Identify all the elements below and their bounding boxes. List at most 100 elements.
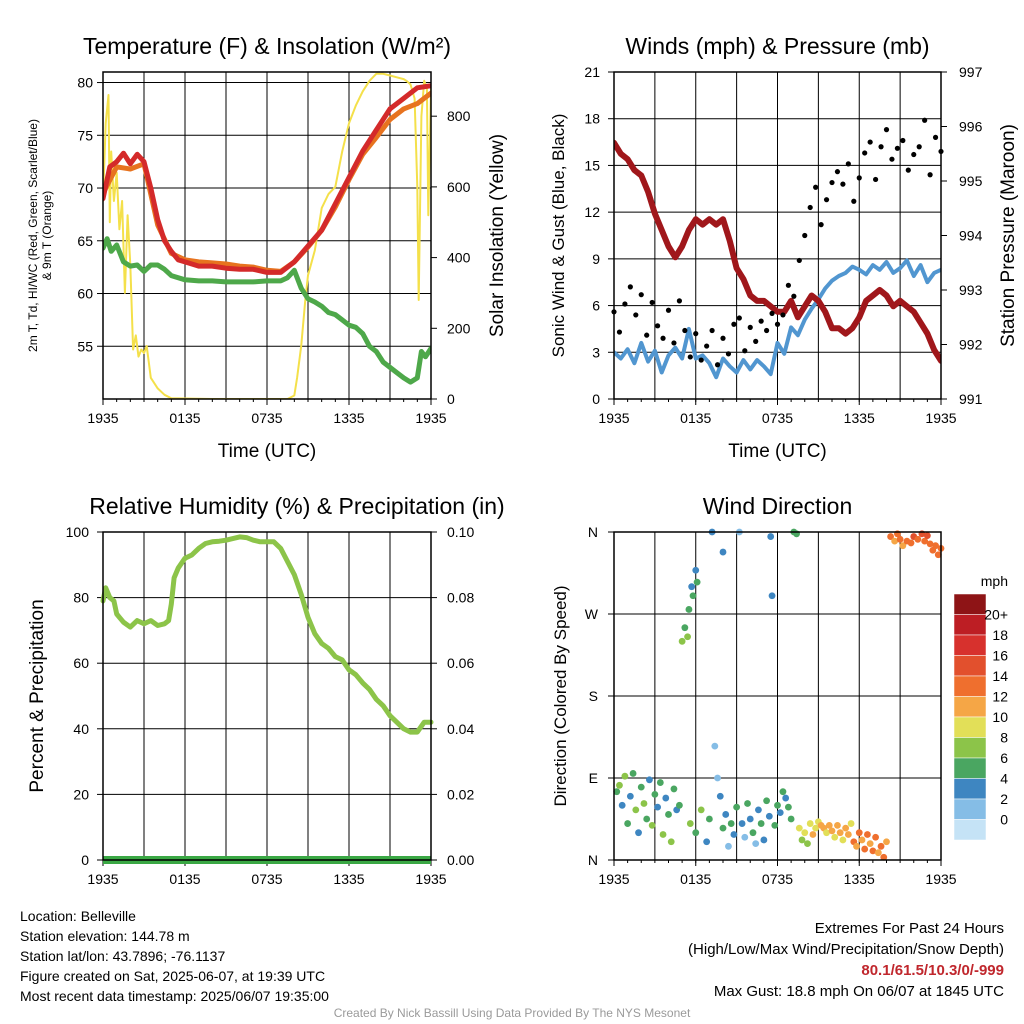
gust-point	[883, 127, 890, 133]
colorbar-swatch	[953, 593, 987, 615]
y2-tick-label: 995	[959, 173, 983, 189]
y2-tick-label: 400	[447, 250, 471, 266]
y-tick-label: E	[589, 770, 598, 786]
elevation-text: Station elevation: 144.78 m	[20, 928, 190, 944]
y-tick-label: 70	[77, 180, 93, 196]
direction-point	[624, 820, 632, 827]
direction-point	[667, 838, 675, 846]
direction-point	[858, 836, 866, 844]
max-gust-text: Max Gust: 18.8 mph On 06/07 at 1845 UTC	[713, 983, 1004, 1000]
created-text: Figure created on Sat, 2025-06-07, at 19…	[20, 968, 326, 984]
direction-point	[629, 770, 637, 777]
y2-axis-label: Station Pressure (Maroon)	[998, 124, 1019, 347]
y-axis-label: 2m T, Td, HI/WC (Red, Green, Scarlet/Blu…	[26, 119, 54, 352]
direction-point	[869, 847, 877, 855]
gust-point	[671, 340, 677, 346]
gust-point	[889, 156, 895, 162]
gust-point	[676, 298, 683, 304]
y-tick-label: 15	[584, 157, 600, 173]
extremes-title: Extremes For Past 24 Hours	[814, 920, 1004, 937]
y2-tick-label: 0.02	[447, 786, 474, 802]
direction-point	[774, 801, 781, 809]
x-tick-label: 1935	[87, 410, 118, 426]
gust-point	[644, 332, 650, 338]
direction-point	[654, 803, 661, 811]
direction-point	[697, 806, 705, 814]
gust-point	[736, 315, 742, 321]
direction-point	[864, 831, 871, 838]
direction-point	[686, 820, 694, 827]
direction-point	[907, 539, 915, 547]
x-tick-label: 0735	[762, 871, 793, 887]
panel-title: Wind Direction	[703, 493, 853, 519]
colorbar-tick-label: 12	[992, 689, 1008, 705]
direction-point	[806, 820, 814, 827]
y-tick-label: 65	[77, 233, 93, 249]
panel-3: Relative Humidity (%) & Precipitation (i…	[27, 493, 505, 887]
x-tick-label: 1935	[925, 410, 956, 426]
colorbar-swatch	[953, 675, 987, 697]
direction-point	[899, 542, 907, 550]
y-tick-label: 80	[73, 590, 89, 606]
direction-point	[684, 633, 691, 641]
colorbar-swatch	[953, 716, 987, 738]
colorbar-swatch	[953, 614, 987, 636]
direction-point	[716, 792, 724, 800]
x-tick-label: 1335	[844, 871, 875, 887]
direction-point	[842, 824, 850, 832]
gust-point	[764, 327, 770, 334]
gust-point	[818, 222, 824, 228]
x-tick-label: 0735	[251, 410, 282, 426]
series-line-dewpoint	[103, 236, 431, 385]
gust-point	[796, 257, 802, 264]
direction-point	[844, 831, 852, 838]
direction-point	[746, 815, 754, 823]
direction-point	[779, 788, 787, 796]
gust-point	[878, 144, 884, 150]
direction-point	[643, 815, 651, 823]
y-tick-label: N	[588, 524, 598, 540]
direction-point	[632, 806, 640, 814]
gust-point	[758, 318, 764, 324]
direction-point	[757, 820, 765, 827]
gust-point	[774, 321, 781, 327]
gust-point	[714, 362, 721, 368]
series-line-temp	[103, 83, 431, 275]
x-tick-label: 1935	[925, 871, 956, 887]
gust-point	[905, 167, 911, 173]
colorbar-swatch	[953, 696, 987, 718]
y2-tick-label: 600	[447, 179, 471, 195]
gust-point	[894, 145, 901, 151]
x-tick-label: 0135	[169, 871, 200, 887]
gust-point	[813, 184, 819, 190]
gust-point	[742, 348, 748, 354]
series-line-pressure	[614, 139, 941, 364]
gust-point	[704, 343, 710, 349]
colorbar-swatch	[953, 634, 987, 656]
direction-point	[635, 829, 642, 837]
latlon-text: Station lat/lon: 43.7896; -76.1137	[20, 948, 226, 964]
direction-point	[693, 578, 701, 586]
x-tick-label: 1335	[333, 871, 364, 887]
x-tick-label: 0135	[169, 410, 200, 426]
direction-point	[651, 791, 659, 798]
direction-point	[812, 824, 820, 832]
direction-point	[914, 535, 922, 543]
colorbar-swatch	[953, 778, 987, 800]
direction-point	[685, 606, 693, 613]
direction-point	[613, 788, 621, 796]
colorbar-swatch	[953, 655, 987, 677]
gust-point	[851, 198, 857, 204]
gust-point	[633, 312, 639, 318]
colorbar-tick-label: 10	[992, 709, 1008, 725]
y-tick-label: 6	[592, 298, 600, 314]
direction-point	[681, 624, 689, 632]
colorbar-swatch	[953, 737, 987, 759]
y-tick-label: 0	[81, 852, 89, 868]
x-tick-label: 1935	[87, 871, 118, 887]
gust-point	[845, 161, 851, 167]
gust-point	[922, 117, 928, 123]
y-axis-label: Percent & Precipitation	[27, 599, 48, 792]
y2-tick-label: 0.00	[447, 852, 474, 868]
y2-tick-label: 0.08	[447, 590, 474, 606]
